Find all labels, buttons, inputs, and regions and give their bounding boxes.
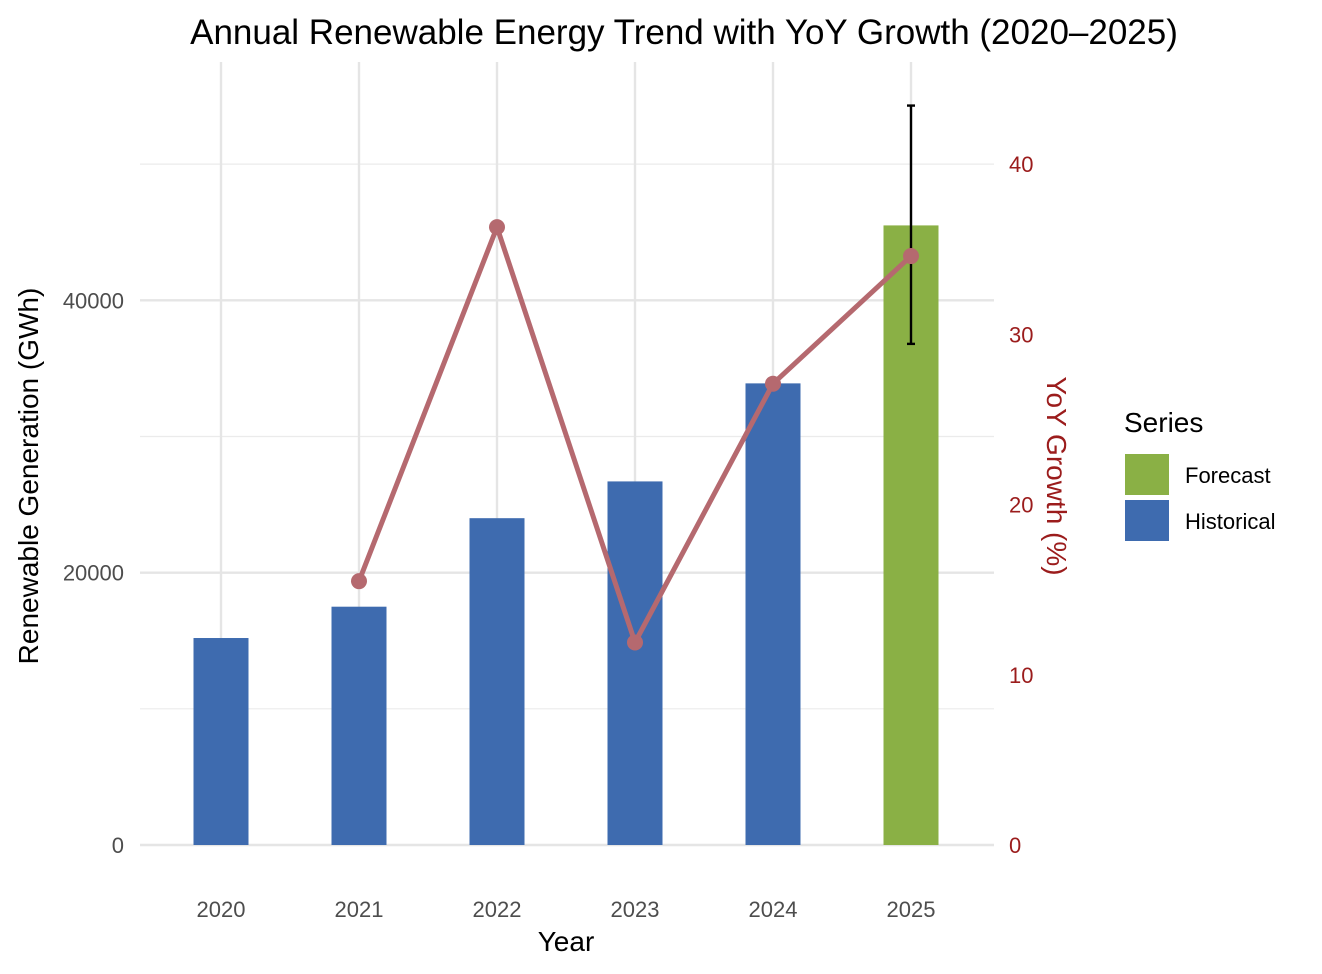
legend-label-forecast: Forecast bbox=[1185, 463, 1271, 488]
grid-layer bbox=[140, 62, 994, 847]
y2-tick-label-20: 20 bbox=[1009, 493, 1033, 518]
y2-tick-label-0: 0 bbox=[1009, 833, 1021, 858]
growth-point-2022 bbox=[489, 219, 505, 236]
y-tick-label-0: 0 bbox=[112, 833, 124, 858]
bar-2022 bbox=[469, 518, 525, 845]
bar-2023 bbox=[607, 481, 663, 845]
y2-tick-label-40: 40 bbox=[1009, 152, 1033, 177]
y2-axis-title: YoY Growth (%) bbox=[1041, 376, 1072, 575]
growth-point-2021 bbox=[351, 573, 367, 590]
legend: Series Forecast Historical bbox=[1124, 407, 1275, 541]
y-tick-label-40000: 40000 bbox=[63, 288, 124, 313]
y2-tick-label-30: 30 bbox=[1009, 322, 1033, 347]
bar-2024 bbox=[745, 383, 801, 845]
bar-2020 bbox=[193, 638, 249, 845]
error-bar-layer bbox=[907, 104, 915, 346]
x-tick-label-2021: 2021 bbox=[335, 897, 384, 922]
bar-2021 bbox=[331, 606, 387, 845]
y-axis-title: Renewable Generation (GWh) bbox=[13, 288, 44, 665]
x-tick-label-2025: 2025 bbox=[887, 897, 936, 922]
y-tick-label-20000: 20000 bbox=[63, 561, 124, 586]
growth-point-2024 bbox=[765, 375, 781, 392]
growth-line-layer bbox=[351, 219, 919, 651]
bars-layer bbox=[193, 225, 939, 845]
legend-swatch-forecast bbox=[1125, 454, 1169, 495]
y2-tick-label-10: 10 bbox=[1009, 663, 1033, 688]
growth-point-2023 bbox=[627, 634, 643, 651]
x-tick-label-2022: 2022 bbox=[473, 897, 522, 922]
x-tick-label-2020: 2020 bbox=[197, 897, 246, 922]
growth-point-2025 bbox=[903, 248, 919, 265]
x-tick-label-2023: 2023 bbox=[611, 897, 660, 922]
legend-swatch-historical bbox=[1125, 500, 1169, 541]
x-tick-label-2024: 2024 bbox=[749, 897, 798, 922]
legend-label-historical: Historical bbox=[1185, 509, 1275, 534]
chart-title: Annual Renewable Energy Trend with YoY G… bbox=[190, 13, 1178, 52]
legend-title: Series bbox=[1124, 407, 1203, 438]
x-axis-title: Year bbox=[538, 926, 595, 957]
axis-layer: 0 20000 40000 0 10 20 30 40 2020 2021 2022 2023 2024… bbox=[63, 152, 1034, 922]
